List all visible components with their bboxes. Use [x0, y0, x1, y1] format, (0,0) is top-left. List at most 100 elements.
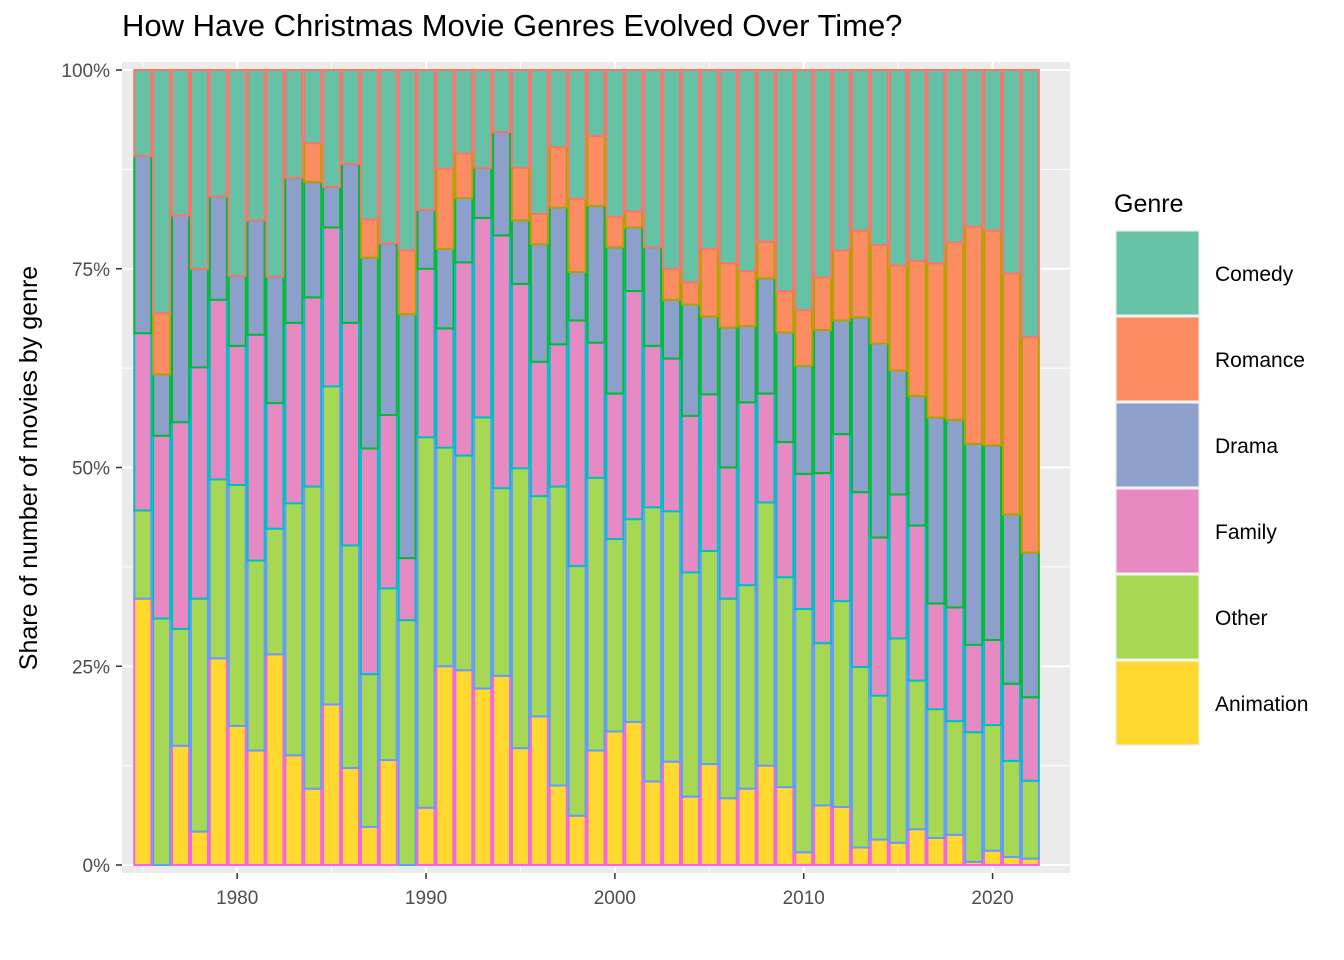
- bar-segment-comedy-1987: [359, 69, 379, 221]
- legend-label-drama: Drama: [1215, 435, 1278, 458]
- bar-stack-1979: [208, 69, 228, 866]
- legend-label-comedy: Comedy: [1215, 263, 1294, 286]
- bar-stack-1992: [454, 69, 474, 866]
- legend-swatch-other: [1116, 575, 1199, 659]
- bar-segment-other-2002: [643, 506, 663, 783]
- legend: Genre Comedy Romance Drama Family Other Anima…: [1114, 190, 1308, 746]
- bar-segment-drama-1999: [586, 204, 606, 344]
- bar-segment-drama-1993: [473, 166, 493, 219]
- bar-segment-other-2006: [718, 597, 738, 800]
- bar-segment-other-2018: [945, 720, 965, 836]
- bar-segment-other-1991: [435, 446, 455, 668]
- legend-swatch-comedy: [1116, 231, 1199, 315]
- bar-segment-drama-1988: [378, 242, 398, 417]
- bar-stack-1993: [473, 69, 493, 867]
- bar-segment-other-2007: [737, 584, 757, 790]
- bar-segment-drama-2013: [850, 316, 870, 494]
- bar-segment-comedy-2022: [1020, 69, 1040, 339]
- bar-segment-family-2014: [869, 536, 889, 697]
- bar-stack-2002: [643, 69, 663, 867]
- bar-stack-2011: [813, 69, 833, 866]
- bar-segment-drama-1994: [492, 131, 512, 237]
- bar-stack-1988: [378, 69, 398, 866]
- bar-segment-drama-2001: [624, 226, 644, 293]
- bar-segment-family-1993: [473, 216, 493, 419]
- bar-segment-comedy-2011: [813, 69, 833, 279]
- bar-segment-family-1988: [378, 414, 398, 590]
- y-tick-label: 75%: [72, 260, 110, 281]
- bar-segment-animation-2007: [737, 787, 757, 866]
- bar-segment-other-2019: [964, 731, 984, 863]
- bar-segment-family-2010: [794, 472, 814, 611]
- bar-segment-animation-1991: [435, 665, 455, 866]
- bar-segment-comedy-2018: [945, 69, 965, 244]
- bar-segment-drama-1981: [246, 219, 266, 336]
- y-tick-label: 50%: [72, 459, 110, 480]
- bar-stack-2007: [737, 69, 757, 866]
- bar-segment-drama-1996: [529, 243, 549, 363]
- bar-segment-drama-1990: [416, 208, 436, 270]
- bar-segment-other-1987: [359, 673, 379, 828]
- bar-segment-family-2021: [1001, 682, 1021, 762]
- bar-segment-family-1995: [510, 282, 530, 470]
- bar-segment-family-2004: [680, 414, 700, 574]
- bar-segment-romance-2016: [907, 259, 927, 397]
- bar-segment-comedy-1982: [265, 69, 285, 278]
- bar-stack-1975: [133, 69, 153, 866]
- bar-segment-family-1996: [529, 360, 549, 498]
- bar-segment-animation-1990: [416, 806, 436, 867]
- bar-segment-animation-1982: [265, 653, 285, 867]
- bar-segment-drama-2015: [888, 369, 908, 496]
- bar-segment-family-2012: [832, 433, 851, 603]
- bar-segment-other-1975: [133, 509, 153, 600]
- bar-segment-drama-2016: [907, 394, 927, 527]
- bar-segment-romance-2003: [662, 267, 682, 301]
- bar-segment-animation-1979: [208, 657, 228, 866]
- bar-segment-animation-2020: [983, 849, 1003, 867]
- bar-segment-other-1976: [152, 617, 172, 866]
- legend-label-other: Other: [1215, 607, 1268, 630]
- bar-stack-2009: [775, 69, 795, 867]
- bar-segment-drama-2002: [643, 246, 663, 347]
- bar-segment-drama-1995: [510, 219, 530, 285]
- bar-segment-comedy-1998: [567, 69, 587, 200]
- bar-segment-family-2009: [775, 441, 795, 579]
- bar-segment-family-2000: [605, 392, 625, 541]
- y-axis-title: Share of number of movies by genre: [15, 266, 43, 670]
- bar-stack-1987: [359, 69, 379, 867]
- legend-label-romance: Romance: [1215, 349, 1305, 372]
- bar-segment-drama-2007: [737, 324, 757, 404]
- bar-stack-2017: [926, 69, 946, 866]
- bar-segment-other-1983: [284, 502, 304, 757]
- y-tick-label: 100%: [61, 61, 110, 82]
- bars-group: [133, 69, 1040, 867]
- bar-segment-family-1990: [416, 267, 436, 439]
- bar-stack-1999: [586, 69, 606, 867]
- bar-segment-drama-1998: [567, 270, 587, 322]
- bar-segment-drama-1997: [548, 206, 568, 346]
- bar-stack-2021: [1001, 69, 1021, 866]
- bar-segment-family-1977: [171, 421, 191, 630]
- bar-segment-romance-2015: [888, 264, 908, 372]
- bar-stack-2000: [605, 69, 625, 866]
- bar-segment-comedy-2010: [794, 69, 814, 312]
- bar-segment-comedy-2020: [983, 69, 1003, 232]
- bar-segment-drama-1986: [341, 162, 361, 324]
- bar-segment-drama-1975: [133, 154, 153, 335]
- legend-label-family: Family: [1215, 521, 1277, 544]
- bar-segment-other-1993: [473, 416, 493, 690]
- bar-segment-family-1984: [303, 296, 323, 488]
- bar-segment-comedy-2016: [907, 69, 927, 262]
- bar-segment-romance-1995: [510, 166, 530, 222]
- bar-segment-drama-1992: [454, 196, 474, 264]
- bar-segment-family-2016: [907, 524, 927, 682]
- bar-segment-romance-1991: [435, 167, 455, 250]
- bar-segment-family-1976: [152, 434, 172, 620]
- bar-segment-animation-1980: [227, 724, 247, 866]
- bar-segment-romance-2006: [718, 262, 738, 329]
- bar-stack-1976: [152, 69, 172, 866]
- bar-segment-family-1994: [492, 234, 512, 490]
- bar-segment-comedy-1992: [454, 69, 474, 155]
- bar-segment-comedy-2005: [699, 69, 719, 250]
- bar-segment-other-1988: [378, 587, 398, 762]
